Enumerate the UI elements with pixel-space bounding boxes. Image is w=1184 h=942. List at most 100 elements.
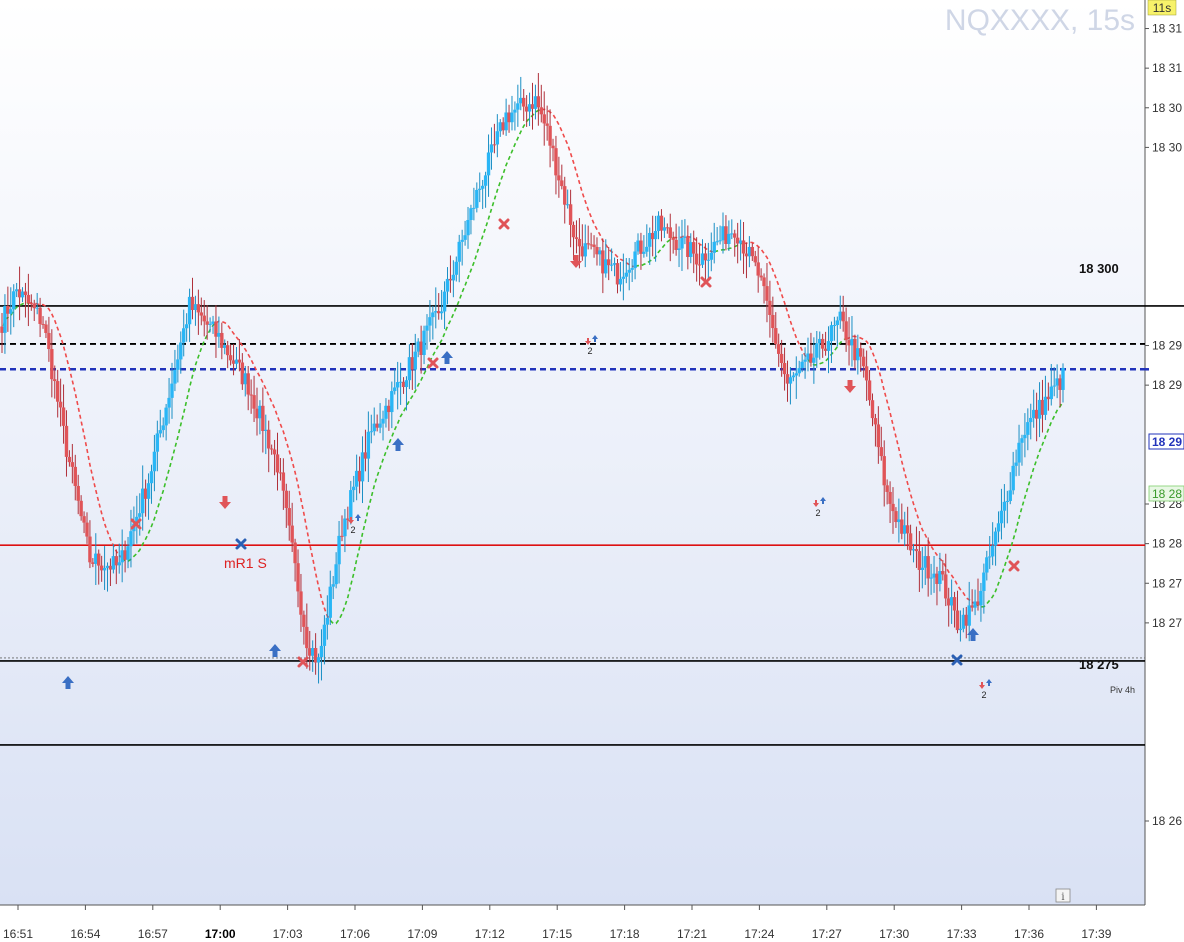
info-icon[interactable]: i — [1055, 888, 1071, 903]
candle-body — [246, 373, 250, 395]
candle-body — [835, 320, 840, 326]
candle-body — [269, 448, 274, 450]
price-tick-label: 18 30 — [1152, 101, 1182, 115]
sell-arrow-icon — [219, 496, 231, 509]
candle-body — [970, 605, 974, 608]
candle-body — [85, 522, 89, 537]
candle-body — [689, 242, 693, 258]
candle-body — [756, 262, 760, 276]
candle-body — [463, 235, 467, 240]
candle-body — [607, 259, 611, 266]
candle-body — [190, 296, 195, 310]
buy-arrow-icon — [269, 644, 281, 657]
candle-body — [692, 242, 696, 254]
candle-body — [184, 324, 189, 329]
candle-body — [220, 332, 224, 348]
candle-body — [894, 511, 898, 523]
candle-body — [882, 456, 886, 486]
candle-body — [639, 240, 643, 254]
candle-body — [703, 253, 708, 261]
candle-body — [454, 261, 458, 275]
candle-body — [1049, 386, 1053, 400]
candle-body — [158, 430, 162, 434]
candle-body — [653, 231, 658, 240]
candle-body — [495, 131, 500, 145]
time-tick-label: 17:30 — [879, 927, 909, 941]
candle-body — [545, 123, 549, 126]
candle-body — [964, 614, 968, 626]
candle-body — [287, 508, 291, 526]
mini-sell-arrow-icon — [348, 517, 354, 524]
candle-body — [806, 353, 810, 360]
candle-body — [1014, 462, 1018, 466]
candle-body — [58, 401, 63, 408]
candle-body — [908, 533, 913, 551]
candle-body — [738, 240, 743, 244]
candle-body — [1046, 396, 1051, 400]
candle-body — [1061, 367, 1065, 390]
candle-body — [694, 253, 699, 265]
candle-body — [604, 259, 608, 274]
candle-body — [451, 274, 456, 281]
candle-body — [381, 418, 385, 424]
mini-sell-arrow-icon — [585, 338, 591, 345]
ma-price-badge: 18 28 — [1148, 485, 1184, 502]
candle-body — [870, 400, 875, 419]
candle-body — [1023, 434, 1027, 439]
candle-body — [595, 246, 599, 255]
candle-body — [630, 268, 634, 270]
candle-body — [609, 264, 614, 266]
candle-body — [946, 598, 951, 606]
signal-count-label: 2 — [981, 690, 986, 700]
price-tick-label: 18 30 — [1152, 140, 1182, 154]
mini-buy-arrow-icon — [592, 335, 598, 342]
buy-arrow-icon — [392, 438, 404, 451]
time-tick-label: 17:18 — [610, 927, 640, 941]
candle-body — [759, 275, 763, 278]
candle-body — [79, 500, 83, 517]
candle-body — [478, 188, 482, 190]
candle-body — [1002, 501, 1007, 511]
candle-body — [952, 597, 957, 611]
candle-body — [366, 431, 371, 459]
candle-body — [41, 323, 45, 325]
signal-count-label: 2 — [587, 346, 592, 356]
ma-line-bullish — [634, 236, 674, 268]
candle-body — [542, 114, 546, 124]
candle-body — [715, 241, 719, 243]
candle-body — [390, 391, 394, 413]
candle-body — [586, 243, 590, 245]
exit-cross-icon — [130, 518, 142, 530]
candle-body — [557, 175, 561, 181]
candle-body — [70, 462, 75, 467]
candle-body — [750, 246, 755, 257]
cover-cross-icon — [951, 654, 963, 666]
candle-body — [560, 180, 564, 187]
candle-body — [404, 380, 409, 388]
time-tick-label: 16:57 — [138, 927, 168, 941]
candle-body — [334, 564, 338, 585]
candle-body — [99, 565, 104, 571]
candle-body — [568, 204, 573, 225]
candle-body — [32, 303, 36, 309]
candle-body — [935, 573, 939, 584]
candle-body — [818, 338, 822, 344]
candle-body — [325, 617, 330, 625]
candle-body — [1031, 409, 1036, 418]
candle-body — [642, 251, 646, 254]
time-tick-label: 17:21 — [677, 927, 707, 941]
time-tick-label: 17:00 — [205, 927, 236, 941]
candle-body — [17, 289, 22, 298]
mini-buy-arrow-icon — [986, 679, 992, 686]
candle-body — [419, 341, 423, 355]
candle-body — [64, 425, 69, 457]
candle-body — [363, 452, 368, 459]
candle-body — [14, 289, 19, 292]
candle-body — [73, 466, 77, 486]
candle-body — [29, 303, 34, 305]
candle-body — [302, 614, 306, 627]
candle-body — [516, 103, 520, 110]
candle-body — [524, 106, 529, 112]
